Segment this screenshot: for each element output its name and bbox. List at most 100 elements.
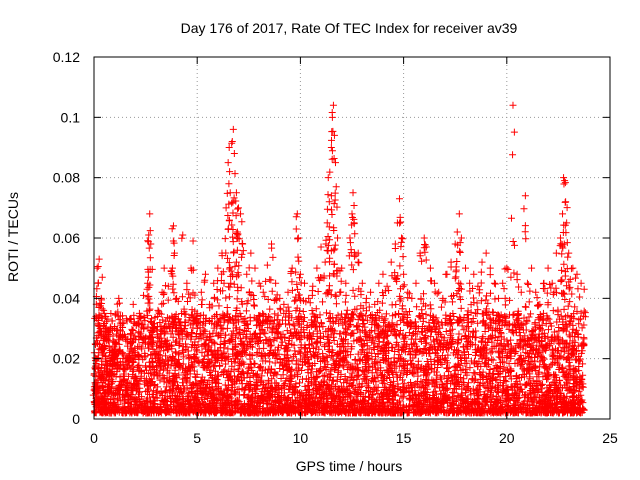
data-point-marker	[493, 396, 501, 404]
data-point-marker	[371, 374, 379, 382]
data-point-marker	[197, 388, 205, 396]
data-point-marker	[115, 390, 123, 398]
data-point-marker	[92, 364, 100, 372]
data-point-marker	[328, 364, 336, 372]
data-point-marker	[468, 401, 476, 409]
data-point-marker	[271, 346, 279, 354]
data-point-marker	[311, 378, 319, 386]
data-point-marker	[452, 409, 460, 417]
data-point-marker	[519, 365, 527, 373]
data-point-marker	[289, 402, 297, 410]
data-point-marker	[474, 379, 482, 387]
data-point-marker	[227, 358, 235, 366]
data-point-marker	[415, 398, 423, 406]
data-point-marker	[286, 375, 294, 383]
data-point-marker	[290, 352, 298, 360]
data-point-marker	[229, 338, 237, 346]
data-point-marker	[477, 409, 485, 417]
data-point-marker	[217, 344, 225, 352]
data-point-marker	[573, 326, 581, 334]
data-point-marker	[557, 312, 565, 320]
data-point-marker	[457, 406, 465, 414]
data-point-marker	[295, 408, 303, 416]
data-point-marker	[229, 350, 237, 358]
data-point-marker	[268, 329, 276, 337]
data-point-marker	[238, 337, 246, 345]
data-point-marker	[107, 395, 115, 403]
data-point-marker	[119, 323, 127, 331]
data-point-marker	[452, 396, 460, 404]
data-point-marker	[421, 333, 429, 341]
data-point-marker	[314, 387, 322, 395]
data-point-marker	[224, 376, 232, 384]
data-point-marker	[325, 370, 333, 378]
data-point-marker	[431, 383, 439, 391]
data-point-marker	[311, 313, 319, 321]
data-point-marker	[543, 408, 551, 416]
data-point-marker	[316, 311, 324, 319]
data-point-marker	[323, 354, 331, 362]
data-point-marker	[170, 374, 178, 382]
data-point-marker	[275, 389, 283, 397]
data-point-marker	[440, 386, 448, 394]
data-point-marker	[560, 325, 568, 333]
data-point-marker	[319, 377, 327, 385]
data-point-marker	[148, 375, 156, 383]
data-point-marker	[158, 405, 166, 413]
data-point-marker	[570, 364, 578, 372]
data-point-marker	[205, 377, 213, 385]
data-point-marker	[232, 407, 240, 415]
data-point-marker	[382, 310, 390, 318]
data-point-marker	[392, 406, 400, 414]
data-point-marker	[467, 318, 475, 326]
data-point-marker	[380, 379, 388, 387]
data-point-marker	[442, 357, 450, 365]
data-point-marker	[544, 369, 552, 377]
data-point-marker	[330, 337, 338, 345]
data-point-marker	[297, 391, 305, 399]
data-point-marker	[445, 373, 453, 381]
data-point-marker	[517, 403, 525, 411]
data-point-marker	[211, 379, 219, 387]
data-point-marker	[526, 358, 534, 366]
data-point-marker	[542, 407, 550, 415]
data-point-marker	[129, 394, 137, 402]
data-point-marker	[186, 403, 194, 411]
data-point-marker	[166, 354, 174, 362]
data-point-marker	[292, 407, 300, 415]
data-point-marker	[494, 370, 502, 378]
data-point-marker	[333, 377, 341, 385]
data-point-marker	[213, 397, 221, 405]
data-point-marker	[569, 373, 577, 381]
data-point-marker	[169, 376, 177, 384]
data-point-marker	[243, 370, 251, 378]
data-point-marker	[128, 386, 136, 394]
data-point-marker	[234, 396, 242, 404]
data-point-marker	[106, 326, 114, 334]
data-point-marker	[485, 369, 493, 377]
data-point-marker	[550, 373, 558, 381]
data-point-marker	[540, 392, 548, 400]
data-point-marker	[160, 365, 168, 373]
data-point-marker	[136, 377, 144, 385]
data-point-marker	[536, 393, 544, 401]
data-point-marker	[456, 361, 464, 369]
data-point-marker	[350, 365, 358, 373]
data-point-marker	[224, 409, 232, 417]
data-point-marker	[124, 400, 132, 408]
data-point-marker	[121, 399, 129, 407]
data-point-marker	[406, 392, 414, 400]
data-point-marker	[513, 359, 521, 367]
data-point-marker	[222, 400, 230, 408]
data-point-marker	[229, 383, 237, 391]
data-point-marker	[511, 382, 519, 390]
data-point-marker	[547, 396, 555, 404]
data-point-marker	[239, 407, 247, 415]
data-point-marker	[216, 395, 224, 403]
data-point-marker	[427, 333, 435, 341]
data-point-marker	[372, 365, 380, 373]
data-point-marker	[457, 374, 465, 382]
data-point-marker	[350, 376, 358, 384]
data-point-marker	[106, 356, 114, 364]
